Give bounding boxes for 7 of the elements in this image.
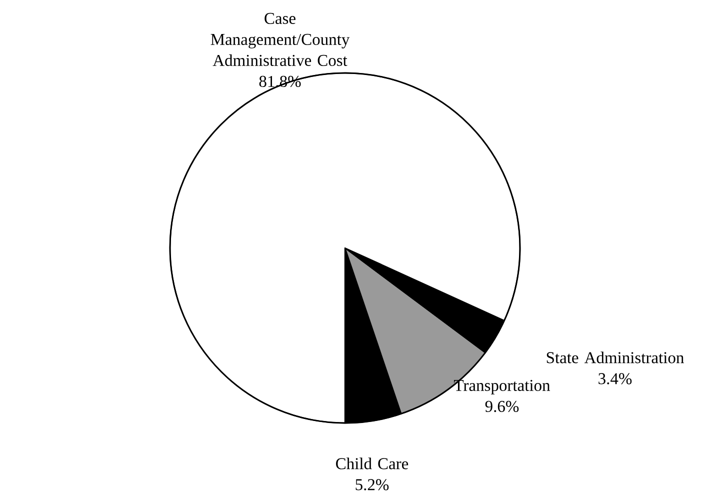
- data-label: 5.2%: [356, 479, 389, 490]
- data-label: 9.6%: [485, 400, 519, 412]
- slice-label: Transportation: [454, 380, 550, 394]
- slice-label: Case Management/County Administrative Cost: [210, 12, 350, 66]
- slice-label: Child Care: [336, 458, 408, 470]
- slice-label: State Administration: [546, 352, 684, 364]
- data-label: 3.4%: [598, 373, 632, 384]
